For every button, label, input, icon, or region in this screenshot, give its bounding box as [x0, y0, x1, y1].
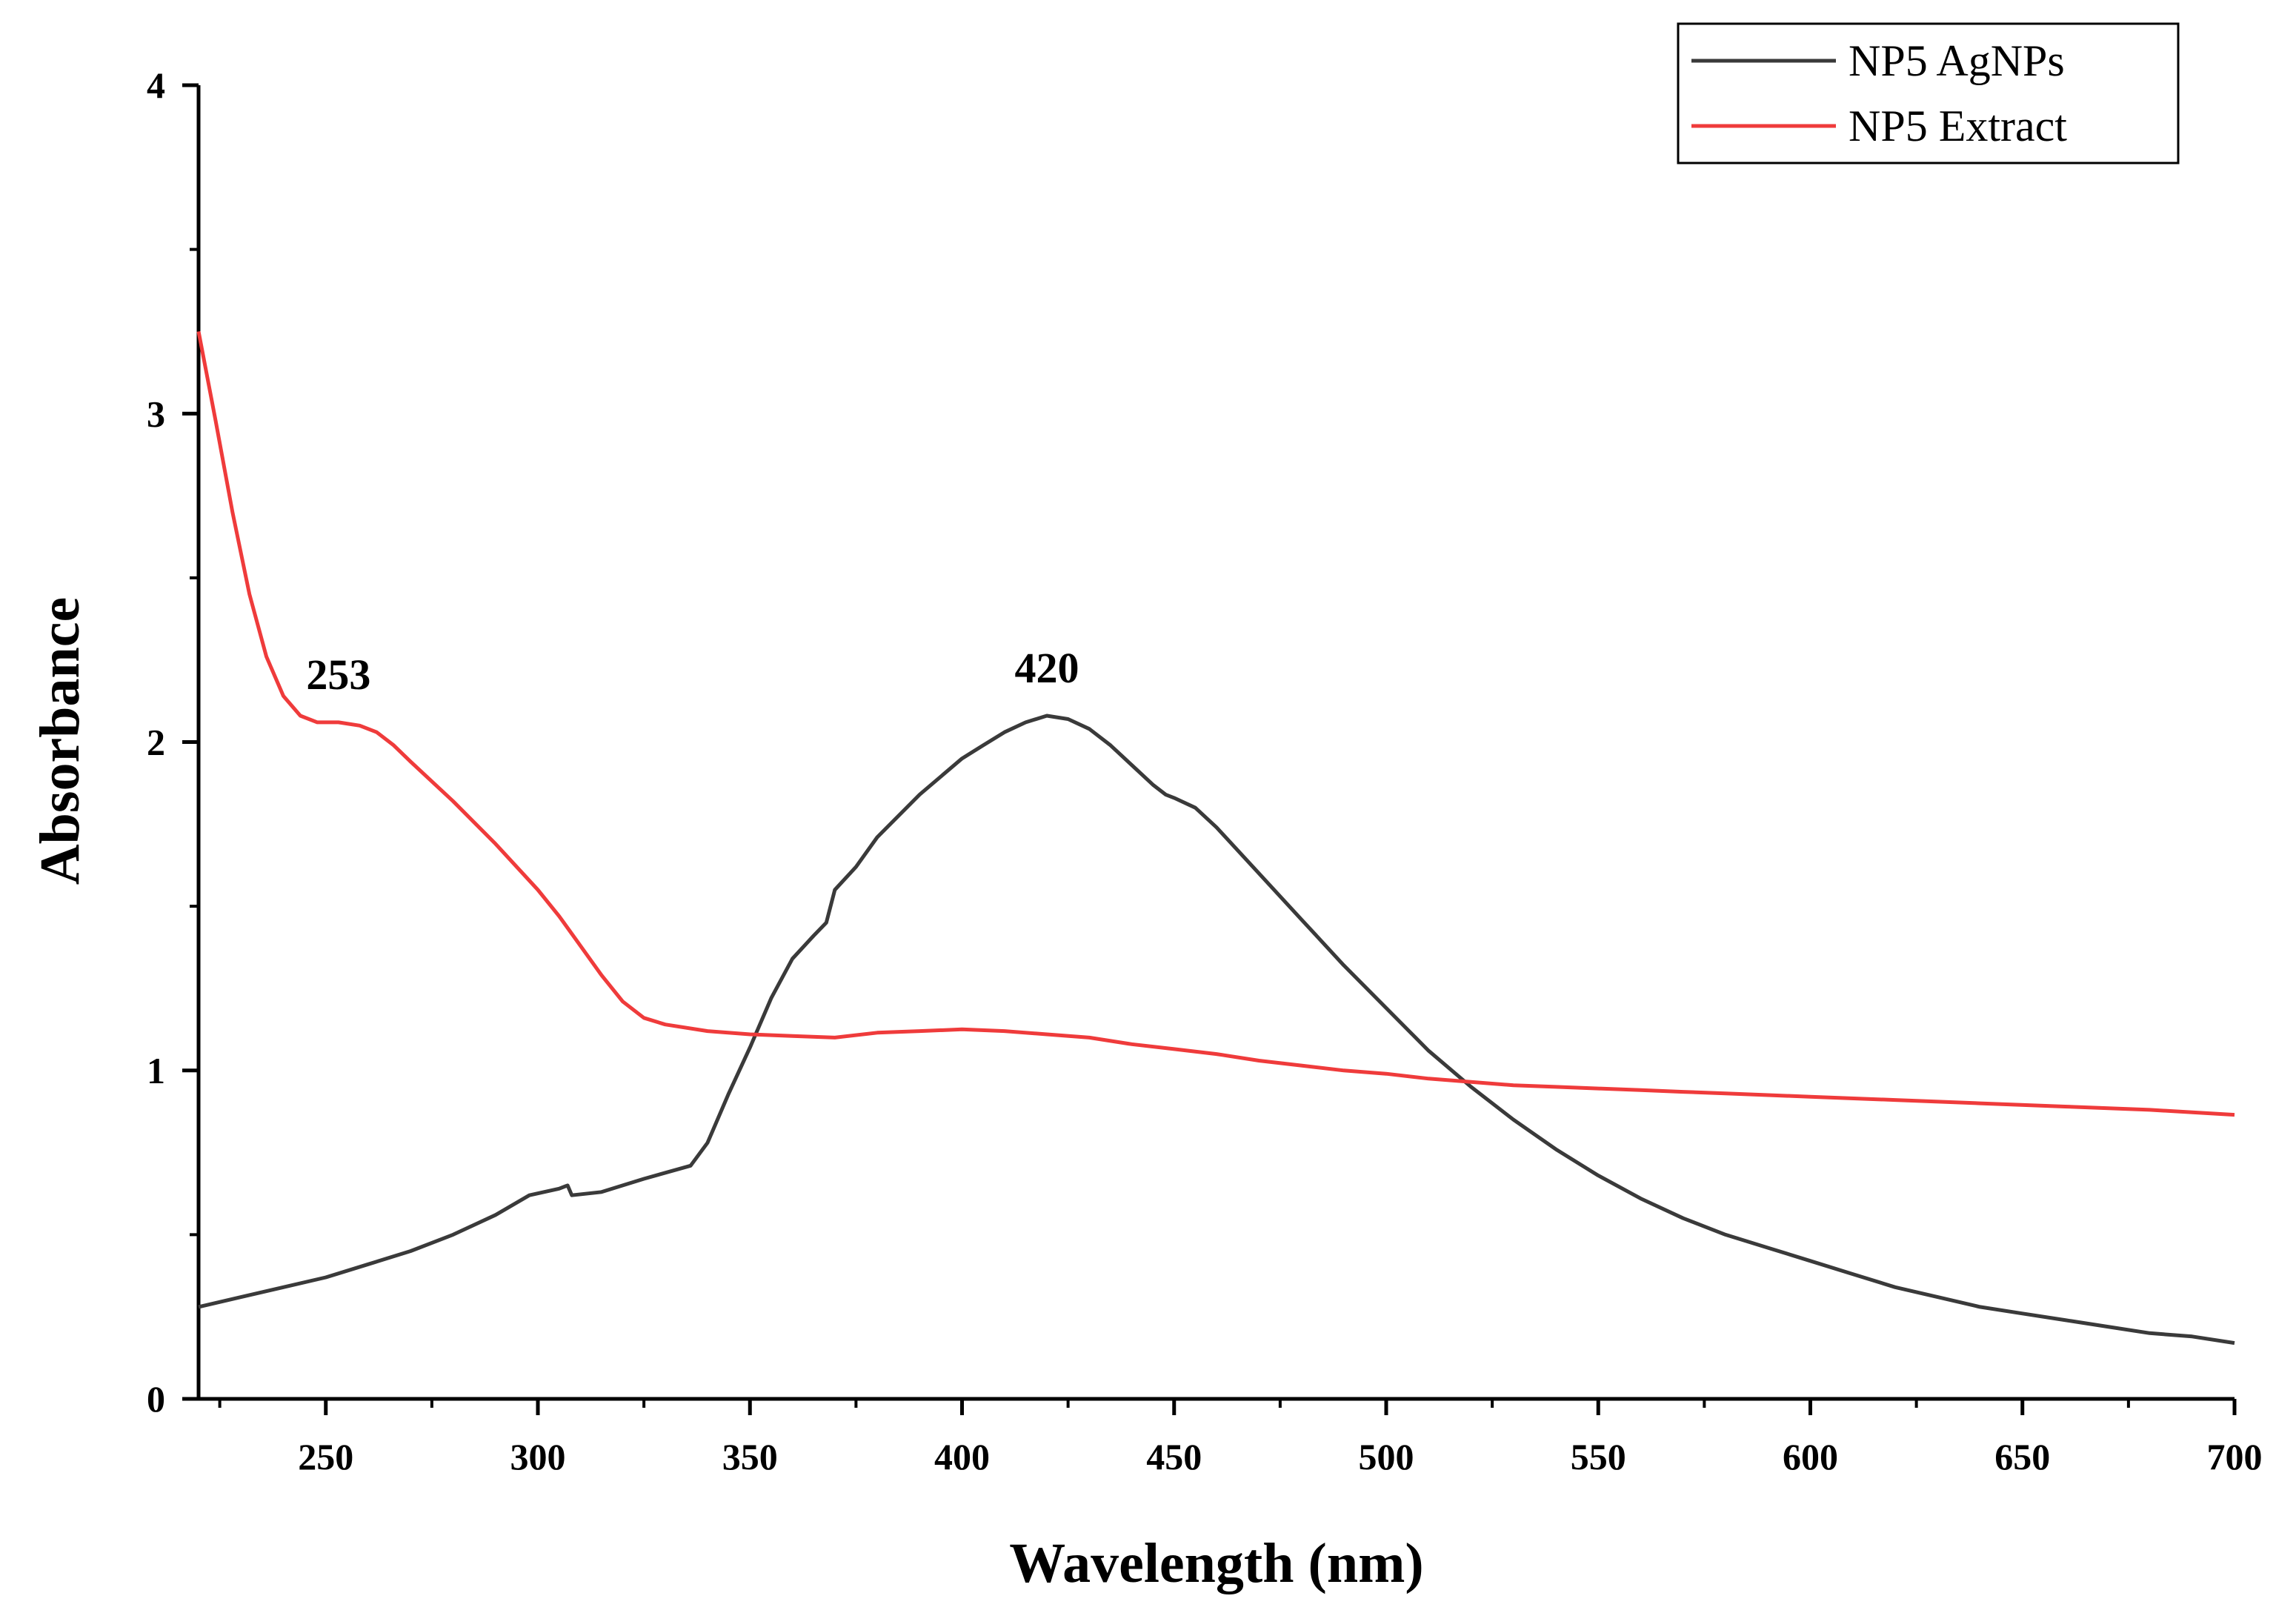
x-tick-label: 250 — [298, 1436, 353, 1477]
x-tick-label: 300 — [510, 1436, 566, 1477]
y-tick-label: 0 — [147, 1378, 165, 1420]
axes — [196, 85, 2235, 1401]
series-line-np5-agnps — [198, 714, 2235, 1346]
x-tick-label: 550 — [1571, 1436, 1626, 1477]
peak-annotation: 253 — [306, 651, 370, 699]
peak-annotation: 420 — [1015, 644, 1079, 692]
legend-box — [1677, 22, 2180, 164]
series-line-np5-extract — [196, 330, 2235, 1117]
legend: NP5 AgNPs NP5 Extract — [1677, 22, 2180, 164]
y-tick-label: 4 — [147, 64, 165, 106]
y-axis-title: Absorbance — [29, 597, 91, 885]
legend-label-np5-extract: NP5 Extract — [1849, 102, 2067, 150]
legend-label-np5-agnps: NP5 AgNPs — [1849, 36, 2065, 85]
series-layer — [196, 330, 2235, 1346]
x-axis-title: Wavelength (nm) — [1009, 1532, 1423, 1594]
y-tick-label: 3 — [147, 393, 165, 434]
x-tick-label: 350 — [722, 1436, 778, 1477]
x-tick-label: 700 — [2207, 1436, 2263, 1477]
x-tick-label: 500 — [1359, 1436, 1414, 1477]
y-tick-label: 1 — [147, 1050, 165, 1091]
x-tick-label: 450 — [1146, 1436, 1202, 1477]
y-tick-label: 2 — [147, 722, 165, 763]
annotations: 253 420 — [306, 644, 1079, 699]
ticks: 250 300 350 400 450 500 550 600 650 700 0 1 2 3 4 — [147, 64, 2263, 1477]
x-tick-label: 600 — [1783, 1436, 1838, 1477]
x-tick-label: 650 — [1994, 1436, 2050, 1477]
x-tick-label: 400 — [934, 1436, 990, 1477]
